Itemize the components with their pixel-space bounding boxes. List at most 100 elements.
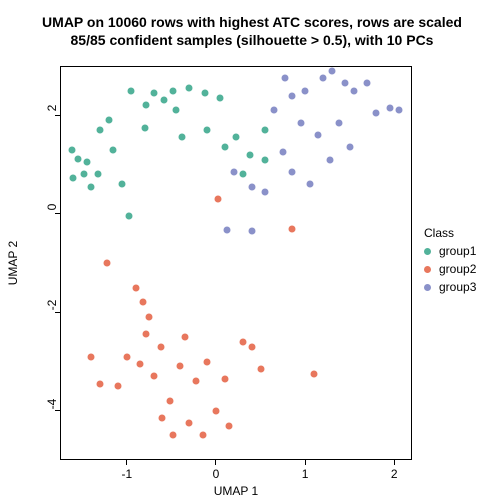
data-point-group2 xyxy=(104,260,111,267)
y-tick-mark xyxy=(55,115,60,116)
data-point-group2 xyxy=(143,331,150,338)
data-point-group3 xyxy=(306,181,313,188)
legend-label: group3 xyxy=(439,280,476,294)
data-point-group2 xyxy=(137,360,144,367)
legend-title: Class xyxy=(424,226,454,240)
data-point-group2 xyxy=(226,422,233,429)
y-tick-mark xyxy=(55,312,60,313)
data-point-group2 xyxy=(248,343,255,350)
data-point-group2 xyxy=(123,353,130,360)
y-tick-label: -2 xyxy=(45,300,59,311)
y-tick-mark xyxy=(55,410,60,411)
x-tick-label: 0 xyxy=(213,467,220,481)
data-point-group2 xyxy=(257,365,264,372)
data-point-group3 xyxy=(364,80,371,87)
data-point-group1 xyxy=(239,171,246,178)
data-point-group3 xyxy=(223,227,230,234)
data-point-group3 xyxy=(328,67,335,74)
data-point-group2 xyxy=(88,353,95,360)
data-point-group3 xyxy=(351,87,358,94)
x-tick-mark xyxy=(126,460,127,465)
data-point-group2 xyxy=(204,358,211,365)
data-point-group3 xyxy=(315,131,322,138)
y-tick-label: 2 xyxy=(45,105,59,112)
data-point-group2 xyxy=(186,420,193,427)
data-point-group3 xyxy=(302,87,309,94)
data-point-group1 xyxy=(97,127,104,134)
data-point-group1 xyxy=(261,127,268,134)
data-point-group3 xyxy=(288,92,295,99)
data-point-group2 xyxy=(132,284,139,291)
legend-item-group2: group2 xyxy=(424,262,476,276)
data-point-group1 xyxy=(68,146,75,153)
data-point-group2 xyxy=(139,299,146,306)
legend-item-group1: group1 xyxy=(424,244,476,258)
data-point-group2 xyxy=(177,363,184,370)
data-point-group2 xyxy=(170,432,177,439)
chart-stage: -1012-4-202UMAP 1UMAP 2Classgroup1group2… xyxy=(0,0,504,504)
data-point-group2 xyxy=(310,370,317,377)
data-point-group1 xyxy=(221,144,228,151)
data-point-group1 xyxy=(70,174,77,181)
plot-area xyxy=(60,66,412,460)
data-point-group1 xyxy=(95,171,102,178)
data-point-group3 xyxy=(386,104,393,111)
data-point-group3 xyxy=(346,144,353,151)
data-point-group2 xyxy=(181,333,188,340)
data-point-group3 xyxy=(335,119,342,126)
x-tick-mark xyxy=(305,460,306,465)
data-point-group1 xyxy=(232,134,239,141)
data-point-group3 xyxy=(270,107,277,114)
data-point-group2 xyxy=(114,383,121,390)
data-point-group1 xyxy=(119,181,126,188)
y-axis-label: UMAP 2 xyxy=(6,241,20,285)
data-point-group1 xyxy=(88,183,95,190)
data-point-group2 xyxy=(288,225,295,232)
x-tick-label: -1 xyxy=(121,467,132,481)
data-point-group3 xyxy=(248,183,255,190)
data-point-group1 xyxy=(125,213,132,220)
data-point-group1 xyxy=(110,146,117,153)
data-point-group3 xyxy=(282,75,289,82)
data-point-group3 xyxy=(288,168,295,175)
data-point-group1 xyxy=(81,171,88,178)
data-point-group3 xyxy=(395,107,402,114)
data-point-group2 xyxy=(166,397,173,404)
x-tick-mark xyxy=(215,460,216,465)
data-point-group2 xyxy=(239,338,246,345)
data-point-group1 xyxy=(161,97,168,104)
y-tick-mark xyxy=(55,213,60,214)
data-point-group1 xyxy=(261,156,268,163)
data-point-group2 xyxy=(150,373,157,380)
data-point-group2 xyxy=(214,195,221,202)
y-tick-label: -4 xyxy=(45,398,59,409)
x-tick-label: 1 xyxy=(302,467,309,481)
legend-label: group2 xyxy=(439,262,476,276)
data-point-group1 xyxy=(179,134,186,141)
data-point-group2 xyxy=(199,432,206,439)
data-point-group1 xyxy=(204,127,211,134)
x-tick-label: 2 xyxy=(391,467,398,481)
x-tick-mark xyxy=(394,460,395,465)
legend-swatch xyxy=(424,284,431,291)
data-point-group3 xyxy=(327,156,334,163)
data-point-group3 xyxy=(279,149,286,156)
data-point-group1 xyxy=(141,124,148,131)
data-point-group3 xyxy=(319,75,326,82)
data-point-group3 xyxy=(230,168,237,175)
data-point-group1 xyxy=(128,87,135,94)
x-axis-label: UMAP 1 xyxy=(60,484,412,498)
data-point-group1 xyxy=(202,90,209,97)
data-point-group2 xyxy=(146,314,153,321)
data-point-group2 xyxy=(193,378,200,385)
legend-swatch xyxy=(424,248,431,255)
data-point-group1 xyxy=(150,90,157,97)
data-point-group3 xyxy=(248,227,255,234)
data-point-group3 xyxy=(297,119,304,126)
data-point-group2 xyxy=(212,407,219,414)
data-point-group1 xyxy=(172,107,179,114)
data-point-group1 xyxy=(217,95,224,102)
data-point-group2 xyxy=(159,415,166,422)
data-point-group1 xyxy=(186,85,193,92)
data-point-group3 xyxy=(261,188,268,195)
